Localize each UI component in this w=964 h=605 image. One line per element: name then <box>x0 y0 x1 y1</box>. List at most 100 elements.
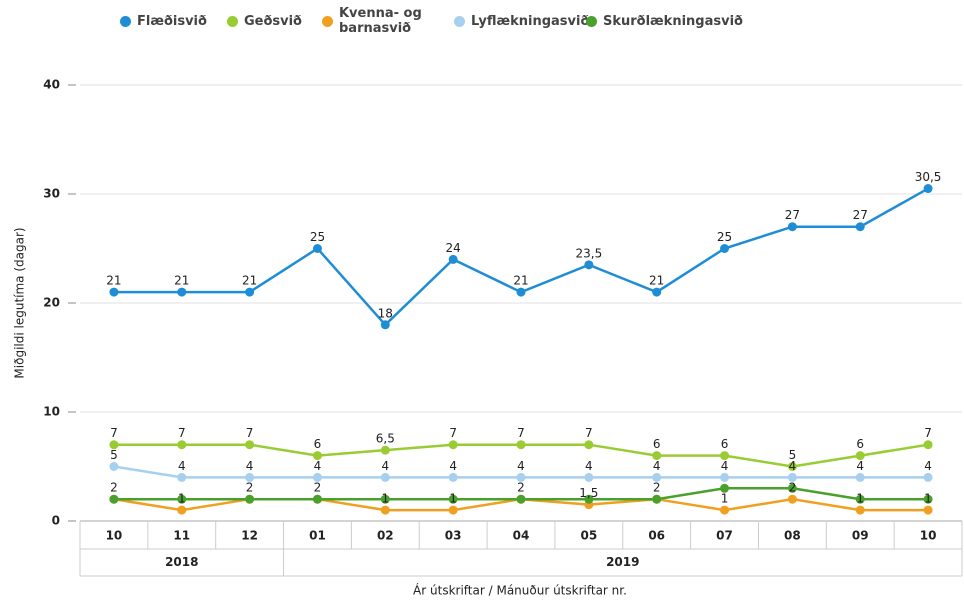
data-point <box>448 472 458 482</box>
data-point <box>720 483 730 493</box>
data-point <box>720 505 730 515</box>
y-tick-label: 0 <box>52 514 60 528</box>
data-point <box>245 440 255 450</box>
data-point <box>448 494 458 504</box>
legend-label: Flæðisvið <box>137 13 207 29</box>
y-tick-label: 20 <box>43 296 60 310</box>
data-point <box>855 451 865 461</box>
group-label: 2018 <box>165 555 198 569</box>
data-label: 4 <box>517 459 525 473</box>
legend-item[interactable]: Flæðisvið <box>120 14 207 29</box>
data-label: 4 <box>924 459 932 473</box>
data-point <box>516 287 526 297</box>
data-label: 1 <box>721 492 729 506</box>
data-label: 1,5 <box>579 486 598 500</box>
data-point <box>652 472 662 482</box>
data-point <box>787 222 797 232</box>
data-label: 7 <box>924 426 932 440</box>
data-label: 4 <box>789 459 797 473</box>
x-tick-label: 01 <box>309 529 326 543</box>
legend: Flæðisvið Geðsvið Kvenna- og barnasvið Lyfl… <box>120 6 743 36</box>
data-point <box>109 287 119 297</box>
data-point <box>787 472 797 482</box>
y-axis-label: Miðgildi legutíma (dagar) <box>13 227 27 378</box>
x-tick-label: 08 <box>784 529 801 543</box>
data-label: 4 <box>653 459 661 473</box>
data-point <box>923 472 933 482</box>
data-point <box>516 472 526 482</box>
x-axis-label: Ár útskriftar / Mánuður útskriftar nr. <box>413 583 627 598</box>
data-label: 4 <box>856 459 864 473</box>
data-point <box>855 222 865 232</box>
data-point <box>923 505 933 515</box>
data-label: 4 <box>381 459 389 473</box>
data-label: 4 <box>246 459 254 473</box>
x-tick-label: 10 <box>920 529 937 543</box>
data-point <box>109 494 119 504</box>
data-label: 2 <box>789 481 797 495</box>
data-point <box>448 254 458 264</box>
data-point <box>312 472 322 482</box>
x-tick-label: 10 <box>106 529 123 543</box>
data-label: 1 <box>856 492 864 506</box>
data-label: 24 <box>446 241 461 255</box>
data-label: 1 <box>449 492 457 506</box>
data-label: 25 <box>717 230 732 244</box>
data-label: 5 <box>110 448 118 462</box>
y-tick-label: 10 <box>43 405 60 419</box>
data-label: 6 <box>314 437 322 451</box>
data-point <box>787 483 797 493</box>
data-label: 21 <box>513 274 528 288</box>
data-point <box>380 505 390 515</box>
data-label: 27 <box>853 208 868 222</box>
data-point <box>787 494 797 504</box>
x-tick-label: 07 <box>716 529 733 543</box>
data-label: 6 <box>653 437 661 451</box>
x-tick-label: 12 <box>241 529 258 543</box>
x-tick-label: 02 <box>377 529 394 543</box>
data-point <box>380 445 390 455</box>
data-point <box>584 260 594 270</box>
legend-swatch <box>585 15 597 27</box>
data-point <box>245 287 255 297</box>
data-point <box>720 244 730 253</box>
data-label: 21 <box>649 274 664 288</box>
data-label: 7 <box>246 426 254 440</box>
legend-label: Kvenna- og barnasvið <box>338 6 422 36</box>
x-tick-label: 11 <box>173 529 190 543</box>
data-label: 2 <box>314 481 322 495</box>
data-label: 4 <box>314 459 322 473</box>
data-label: 2 <box>517 481 525 495</box>
data-point <box>720 451 730 461</box>
data-label: 7 <box>517 426 525 440</box>
data-point <box>312 451 322 461</box>
data-point <box>109 440 119 450</box>
data-point <box>177 287 187 297</box>
data-label: 7 <box>585 426 593 440</box>
x-tick-label: 03 <box>445 529 462 543</box>
data-point <box>584 440 594 450</box>
data-point <box>448 440 458 450</box>
data-point <box>448 505 458 515</box>
x-tick-label: 05 <box>580 529 597 543</box>
data-point <box>516 494 526 504</box>
data-label: 4 <box>721 459 729 473</box>
legend-item[interactable]: Kvenna- og barnasvið <box>321 6 434 36</box>
data-point <box>652 494 662 504</box>
data-point <box>245 472 255 482</box>
data-label: 4 <box>585 459 593 473</box>
data-label: 4 <box>178 459 186 473</box>
x-tick-label: 09 <box>852 529 869 543</box>
data-point <box>584 472 594 482</box>
group-label: 2019 <box>606 555 639 569</box>
legend-item[interactable]: Lyflækningasvið <box>453 14 589 29</box>
legend-item[interactable]: Geðsvið <box>226 14 302 29</box>
data-label: 2 <box>110 481 118 495</box>
data-label: 30,5 <box>915 170 942 184</box>
legend-swatch <box>226 15 238 27</box>
data-point <box>380 494 390 504</box>
y-tick-label: 30 <box>43 187 60 201</box>
data-point <box>787 462 797 471</box>
y-tick-label: 40 <box>43 78 60 92</box>
